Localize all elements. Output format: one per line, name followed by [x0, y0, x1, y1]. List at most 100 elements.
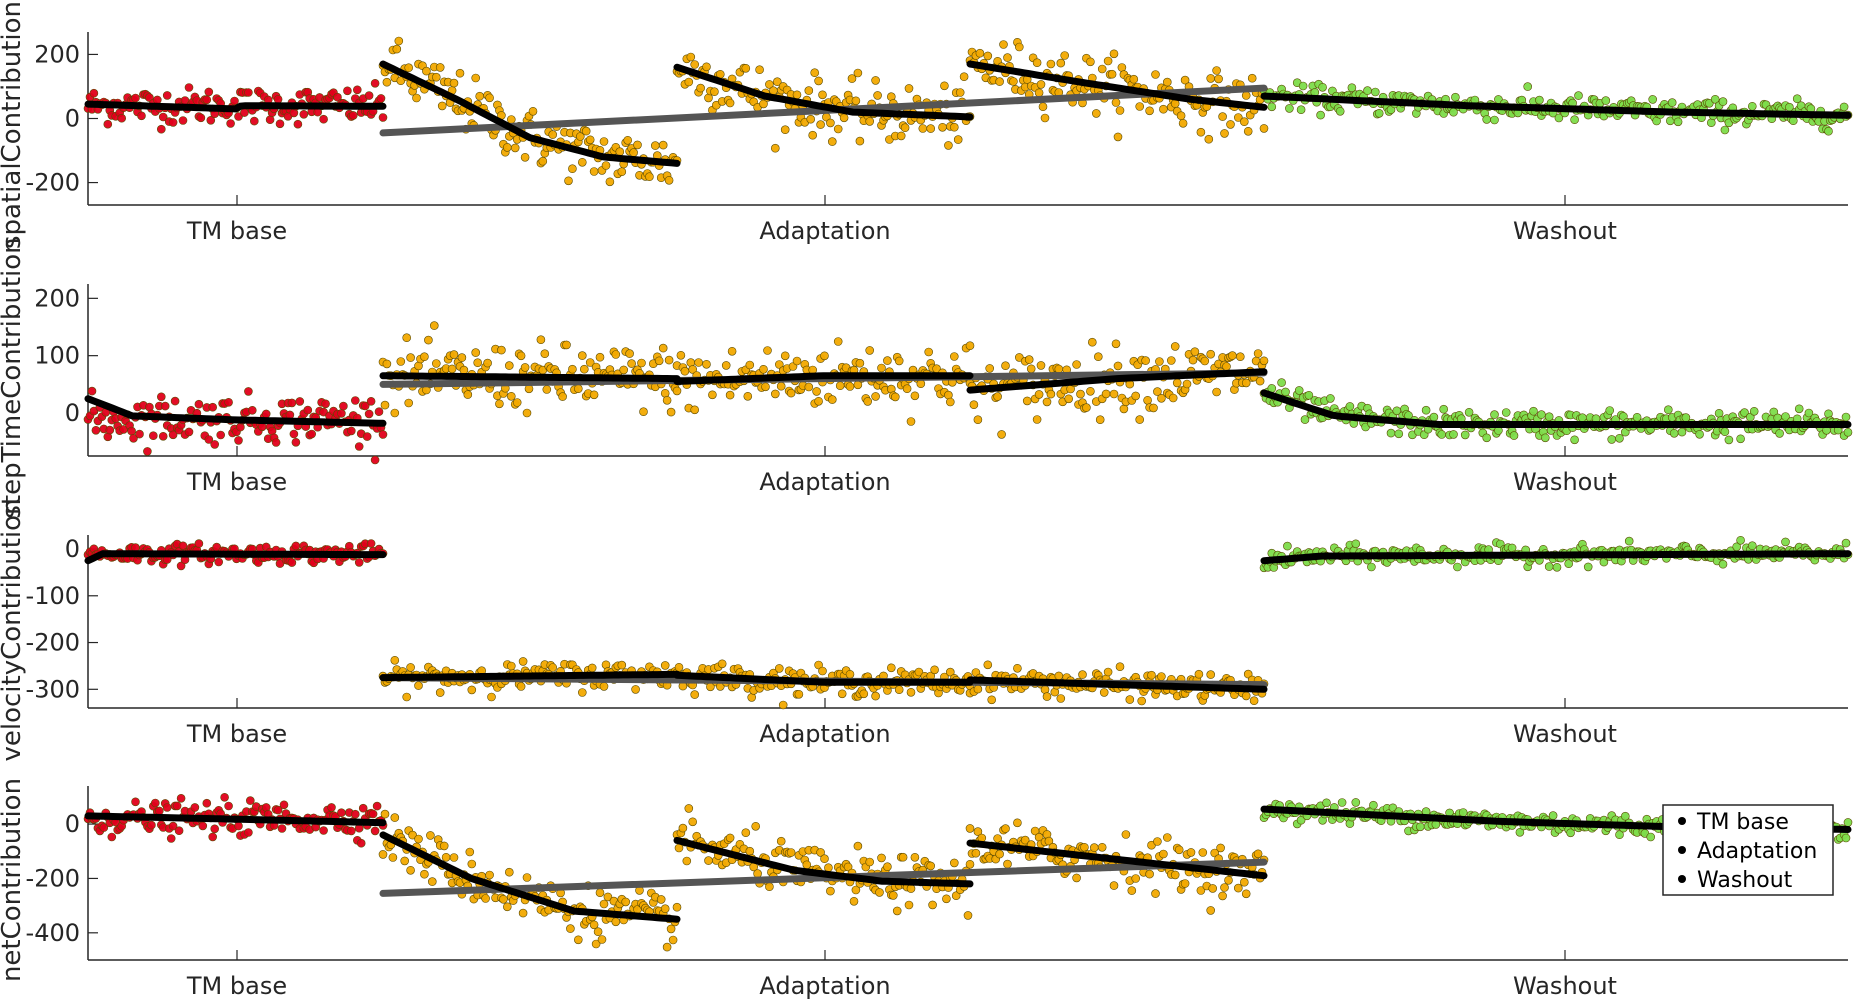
data-point — [1107, 69, 1117, 79]
data-point — [666, 924, 676, 934]
data-point — [898, 852, 908, 862]
data-point — [1669, 428, 1679, 438]
data-point — [847, 74, 857, 83]
data-point — [1544, 412, 1554, 422]
data-point — [520, 153, 530, 162]
data-point — [1206, 670, 1215, 679]
data-point — [158, 112, 168, 122]
data-point — [1535, 95, 1544, 105]
data-point — [1054, 671, 1064, 681]
data-point — [1121, 830, 1131, 839]
data-point — [487, 692, 496, 702]
data-point — [370, 455, 380, 465]
data-point — [1839, 102, 1849, 112]
data-point — [780, 351, 790, 361]
data-point — [210, 824, 219, 834]
data-point — [1841, 538, 1851, 548]
data-point — [307, 429, 317, 439]
data-point — [1086, 386, 1095, 396]
legend-label-washout: Washout — [1697, 868, 1793, 893]
data-point — [1296, 105, 1306, 114]
data-point — [855, 136, 865, 146]
data-point — [204, 435, 214, 444]
data-point — [1624, 536, 1634, 546]
data-point — [147, 820, 156, 830]
data-point — [224, 801, 233, 811]
data-point — [176, 793, 186, 803]
data-point — [350, 809, 360, 819]
data-point — [826, 118, 835, 128]
legend-label-adaptation: Adaptation — [1697, 839, 1817, 864]
data-point — [1298, 81, 1308, 91]
data-point — [1607, 435, 1616, 444]
data-point — [812, 387, 821, 396]
data-point — [702, 359, 711, 369]
data-point — [287, 398, 297, 408]
data-point — [321, 399, 330, 409]
ylabels: spatialContribution stepTimeContribution… — [0, 1, 27, 982]
data-point — [702, 62, 711, 72]
data-point — [1129, 74, 1139, 84]
tm-base-fit-line — [84, 550, 387, 565]
data-point — [350, 396, 360, 405]
data-point — [1718, 559, 1728, 569]
data-point — [1103, 667, 1113, 677]
data-point — [684, 77, 694, 87]
data-point — [853, 841, 863, 851]
data-point — [1748, 102, 1757, 111]
data-point — [382, 359, 392, 369]
washout-points — [1259, 378, 1853, 445]
data-point — [1748, 541, 1757, 551]
data-point — [579, 364, 589, 374]
data-point — [1720, 125, 1730, 135]
data-point — [1220, 129, 1229, 138]
data-point — [1216, 843, 1225, 853]
data-point — [1056, 694, 1066, 703]
data-point — [1097, 64, 1107, 74]
data-point — [406, 353, 415, 362]
x-tick-label: Washout — [1513, 972, 1617, 1000]
data-point — [906, 884, 916, 893]
adaptation-fit-line-2 — [673, 671, 974, 686]
data-point — [1086, 57, 1095, 67]
data-point — [516, 351, 526, 361]
data-point — [538, 156, 548, 166]
data-point — [504, 867, 514, 877]
data-point — [1554, 113, 1564, 123]
data-point — [599, 899, 609, 909]
data-point — [362, 432, 372, 441]
data-point — [495, 399, 504, 409]
data-point — [824, 863, 833, 873]
data-point — [573, 935, 583, 945]
x-tick-label: TM base — [186, 720, 287, 748]
data-point — [380, 400, 390, 410]
data-point — [625, 349, 634, 358]
data-point — [279, 800, 289, 810]
data-point — [945, 667, 955, 677]
legend: TM base Adaptation Washout — [1662, 804, 1834, 896]
data-point — [965, 859, 975, 869]
data-point — [725, 98, 735, 108]
data-point — [1092, 109, 1101, 118]
data-point — [995, 849, 1004, 859]
data-point — [1523, 82, 1532, 91]
data-point — [1501, 408, 1511, 417]
data-point — [1038, 102, 1048, 111]
data-point — [1131, 874, 1140, 883]
data-point — [166, 834, 176, 843]
data-point — [1781, 537, 1790, 547]
data-point — [965, 341, 975, 351]
data-point — [392, 44, 402, 54]
data-point — [845, 669, 855, 679]
data-point — [708, 390, 717, 400]
data-point — [1241, 889, 1251, 899]
washout-fit-line — [1260, 389, 1852, 428]
data-point — [1080, 842, 1089, 852]
data-point — [1605, 406, 1614, 415]
data-point — [674, 662, 684, 672]
y-tick-label: 0 — [65, 105, 80, 133]
data-point — [949, 858, 959, 868]
data-point — [1103, 56, 1113, 66]
data-point — [1781, 412, 1790, 421]
data-point — [473, 358, 483, 368]
